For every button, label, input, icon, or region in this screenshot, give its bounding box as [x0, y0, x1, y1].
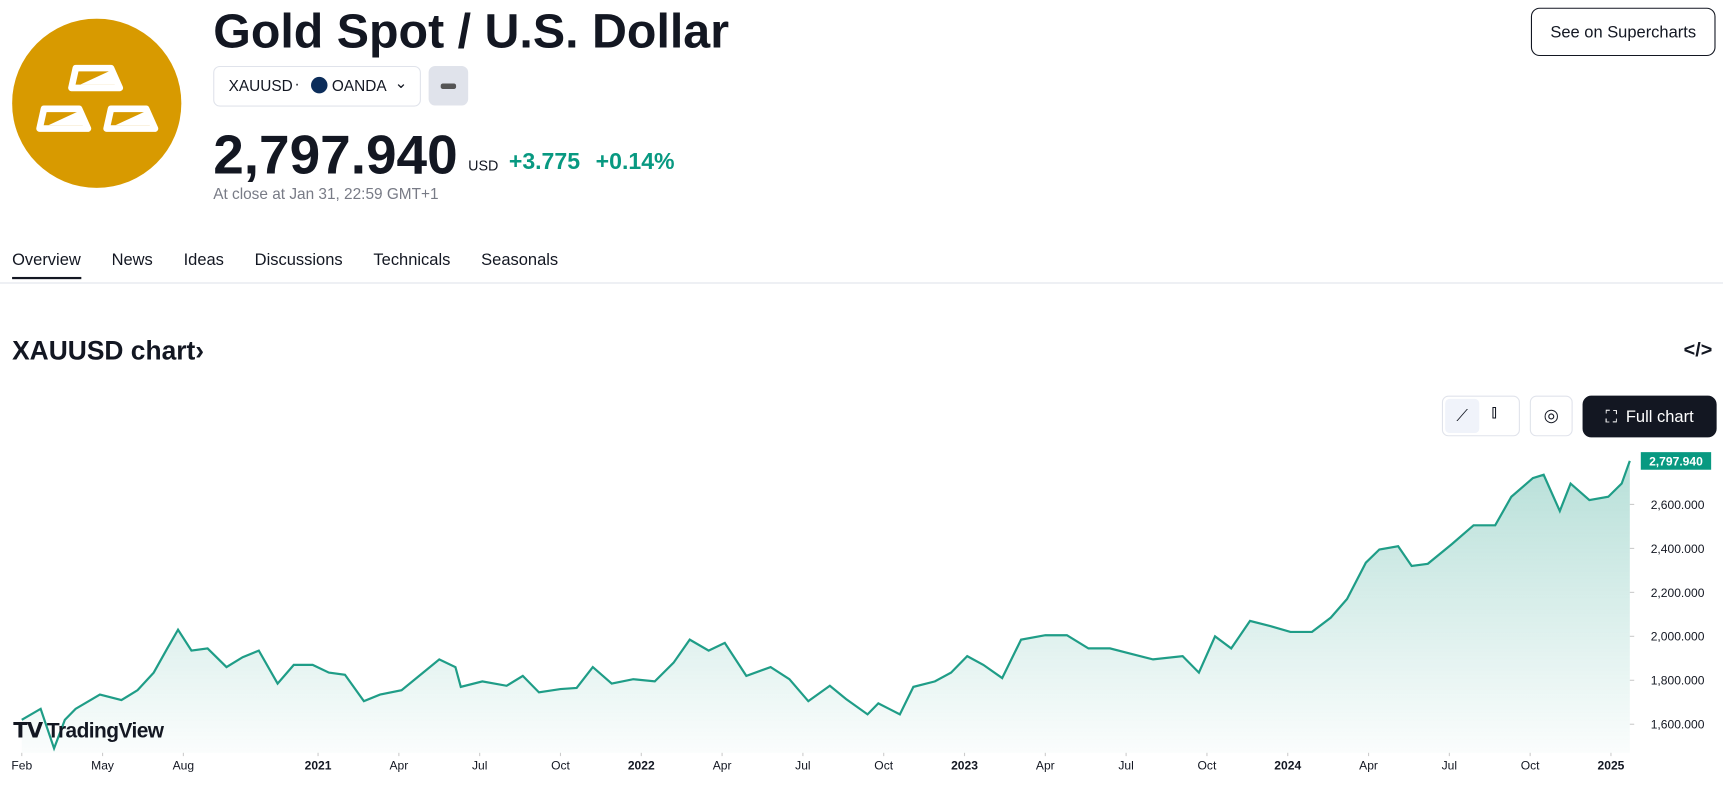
y-tick-label: 2,000.000	[1651, 630, 1705, 644]
chart-style-toggle: ⟋ ⫾	[1441, 395, 1520, 437]
supercharts-button[interactable]: See on Supercharts	[1530, 7, 1716, 57]
tab[interactable]: Seasonals	[481, 250, 559, 270]
last-price-label: 2,797.940	[1649, 454, 1703, 468]
x-tick-label: Oct	[1198, 758, 1217, 772]
menu-button[interactable]	[428, 65, 469, 106]
currency: USD	[468, 157, 499, 174]
x-tick-label: Apr	[1359, 758, 1378, 772]
y-tick-label: 2,200.000	[1651, 586, 1705, 600]
change-percent: +0.14%	[595, 149, 675, 175]
x-tick-label: Apr	[389, 758, 408, 772]
snapshot-button[interactable]: ◎	[1529, 395, 1573, 437]
x-tick-label: 2023	[951, 758, 978, 772]
x-tick-label: 2021	[305, 758, 332, 772]
gold-icon	[12, 18, 182, 188]
symbol: XAUUSD	[228, 76, 293, 95]
tab[interactable]: Ideas	[183, 250, 224, 270]
divider	[0, 282, 1723, 284]
x-tick-label: Aug	[173, 758, 195, 772]
x-tick-label: 2025	[1598, 758, 1625, 772]
title: Gold Spot / U.S. Dollar	[213, 4, 730, 59]
x-tick-label: Oct	[551, 758, 570, 772]
x-tick-label: Apr	[1036, 758, 1055, 772]
y-tick-label: 2,400.000	[1651, 542, 1705, 556]
chart-heading-text: XAUUSD chart	[12, 336, 196, 366]
x-tick-label: Apr	[713, 758, 732, 772]
x-tick-label: Jul	[472, 758, 487, 772]
full-chart-button[interactable]: ⛶ Full chart	[1582, 395, 1717, 438]
tab[interactable]: Technicals	[373, 250, 451, 270]
x-tick-label: May	[91, 758, 115, 772]
close-time: At close at Jan 31, 22:59 GMT+1	[213, 184, 439, 203]
x-tick-label: Jul	[1118, 758, 1133, 772]
exchange-logo	[311, 76, 328, 94]
change: +3.775	[508, 149, 581, 175]
candle-style[interactable]: ⫾	[1491, 403, 1497, 423]
chart-heading[interactable]: XAUUSD chart›	[12, 336, 205, 366]
x-tick-label: 2022	[628, 758, 655, 772]
embed-icon[interactable]: </>	[1683, 338, 1713, 361]
chart: 1,600.000 1,800.000 2,000.000 2,200.000 2,40…	[11, 452, 1712, 772]
y-tick-label: 1,800.000	[1651, 674, 1705, 688]
full-chart-label: Full chart	[1625, 407, 1694, 426]
y-tick-label: 1,600.000	[1651, 718, 1705, 732]
symbol-pill[interactable]: XAUUSD · OANDA ⌄	[213, 65, 421, 107]
tab[interactable]: Overview	[12, 251, 81, 280]
y-tick-label: 2,600.000	[1651, 498, 1705, 512]
last-price-tag	[1640, 452, 1712, 470]
exchange: OANDA	[331, 76, 387, 95]
x-tick-label: Jul	[1442, 758, 1457, 772]
tab[interactable]: News	[111, 250, 153, 270]
price: 2,797.940	[213, 124, 458, 186]
x-tick-label: Feb	[11, 758, 32, 772]
brand-text: TradingView	[46, 719, 164, 743]
tab[interactable]: Discussions	[254, 250, 343, 270]
x-tick-label: 2024	[1274, 758, 1301, 772]
x-tick-label: Oct	[1521, 758, 1540, 772]
x-tick-label: Oct	[874, 758, 893, 772]
line-style[interactable]: ⟋	[1445, 398, 1480, 434]
line	[21, 460, 1631, 752]
x-tick-label: Jul	[795, 758, 810, 772]
area	[21, 460, 1630, 753]
tabs: Overview News Ideas Discussions Technicals Se…	[12, 251, 558, 280]
brand: 𝗧𝗩 TradingView	[13, 719, 164, 743]
